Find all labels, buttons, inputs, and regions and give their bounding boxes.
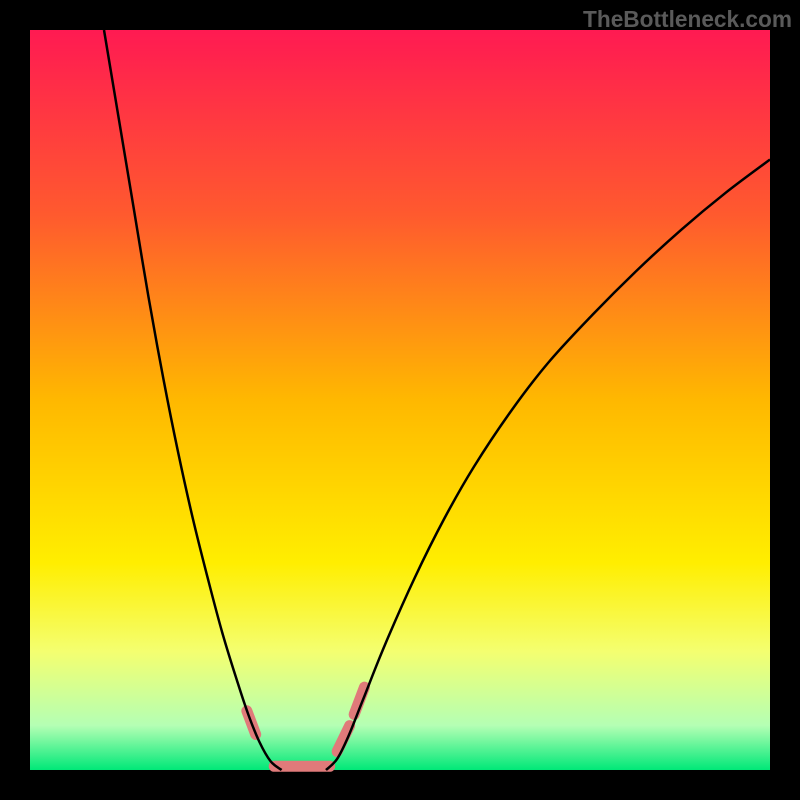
chart-frame: TheBottleneck.com <box>0 0 800 800</box>
source-watermark: TheBottleneck.com <box>583 6 792 33</box>
curve-right <box>326 160 770 771</box>
curve-left <box>104 30 282 770</box>
curve-layer <box>0 0 800 800</box>
